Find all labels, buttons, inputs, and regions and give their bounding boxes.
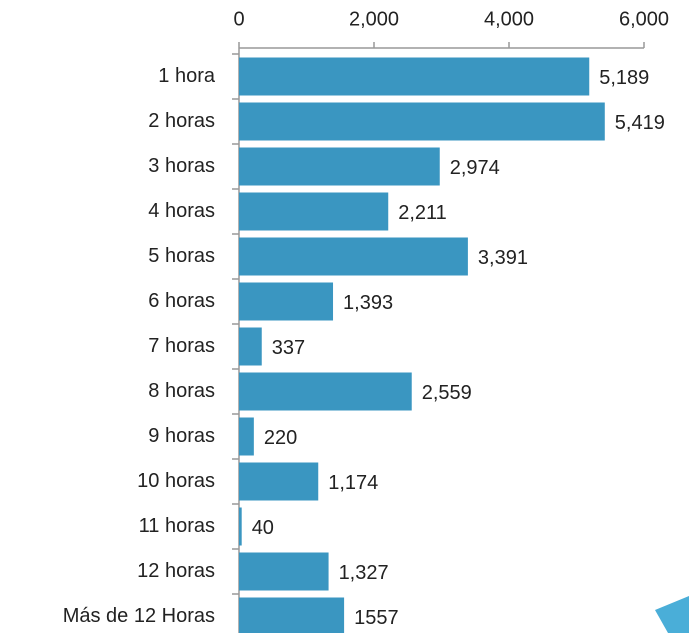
value-label: 337 [272, 337, 305, 359]
y-tick-label: 2 horas [148, 110, 215, 132]
bar [239, 507, 242, 546]
bar [239, 192, 389, 231]
y-tick-label: 8 horas [148, 380, 215, 402]
y-tick-label: Más de 12 Horas [63, 605, 215, 627]
bar [239, 57, 590, 96]
x-tick-label: 6,000 [619, 8, 669, 30]
value-label: 3,391 [478, 247, 528, 269]
x-tick-label: 0 [233, 8, 244, 30]
value-label: 1,393 [343, 292, 393, 314]
y-tick-label: 9 horas [148, 425, 215, 447]
bar [239, 462, 319, 501]
value-label: 1,174 [328, 472, 378, 494]
value-label: 1,327 [339, 562, 389, 584]
bar [239, 147, 440, 186]
bar [239, 282, 334, 321]
x-tick-label: 2,000 [349, 8, 399, 30]
y-tick-label: 1 hora [158, 65, 216, 87]
value-label: 5,419 [615, 112, 665, 134]
value-label: 2,211 [398, 202, 447, 224]
y-tick-label: 10 horas [137, 470, 215, 492]
y-tick-label: 4 horas [148, 200, 215, 222]
y-tick-label: 5 horas [148, 245, 215, 267]
bar [239, 417, 254, 456]
bar [239, 327, 262, 366]
bar [239, 102, 605, 141]
value-label: 220 [264, 427, 297, 449]
value-label: 40 [252, 517, 274, 539]
x-tick-label: 4,000 [484, 8, 534, 30]
bar [239, 237, 468, 276]
bar [239, 552, 329, 591]
y-tick-label: 12 horas [137, 560, 215, 582]
value-label: 1557 [354, 607, 399, 629]
decoration [655, 596, 689, 633]
y-tick-label: 11 horas [139, 515, 215, 537]
y-tick-label: 3 horas [148, 155, 215, 177]
bar [239, 597, 345, 633]
y-tick-label: 7 horas [148, 335, 215, 357]
y-tick-label: 6 horas [148, 290, 215, 312]
value-label: 2,559 [422, 382, 472, 404]
value-label: 2,974 [450, 157, 500, 179]
bar [239, 372, 412, 411]
value-label: 5,189 [599, 67, 649, 89]
